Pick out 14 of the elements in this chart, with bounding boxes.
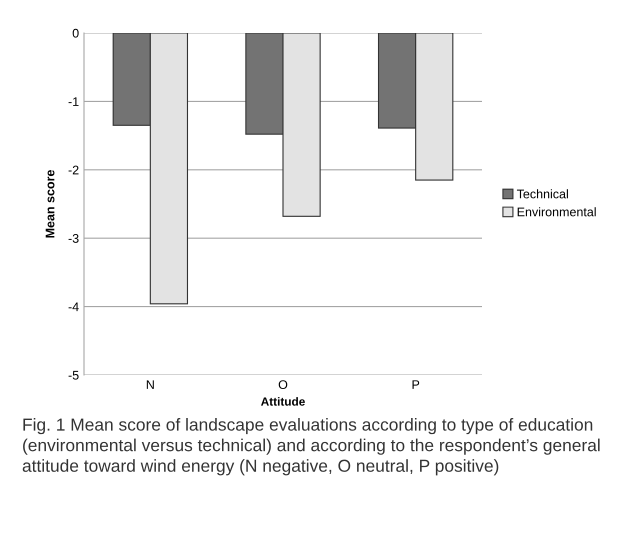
- caption: Fig. 1 Mean score of landscape evaluations according to type of education (environmental versus technical) and according to the respondent’s general attitude toward wind energy (N negative, O neutral, P positive): [22, 418, 600, 476]
- x-tick-label: O: [278, 380, 288, 390]
- x-tick-label: N: [146, 380, 154, 389]
- legend-label: Environmental: [518, 207, 596, 216]
- y-tick-label: -1: [68, 97, 79, 106]
- y-tick-label: -3: [68, 234, 79, 243]
- y-tick-label: -2: [68, 166, 79, 174]
- y-tick-label: -5: [68, 370, 79, 380]
- y-tick-label: 0: [72, 28, 79, 38]
- y-tick-label: -4: [68, 302, 79, 312]
- x-axis-title: Attitude: [261, 397, 305, 406]
- y-axis-title: Mean score: [46, 170, 54, 238]
- x-tick-label: P: [412, 380, 420, 389]
- legend-label: Technical: [516, 189, 568, 198]
